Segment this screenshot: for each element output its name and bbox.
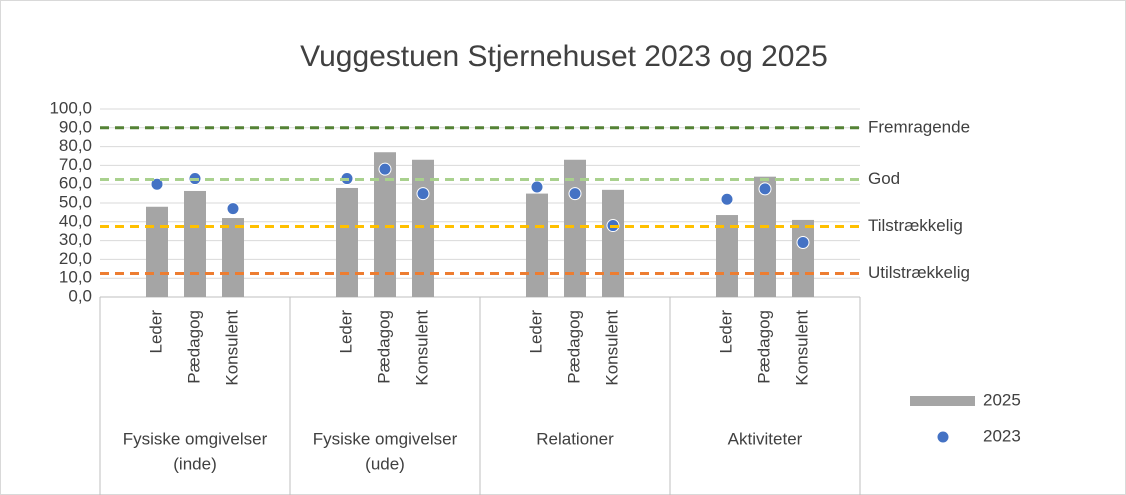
y-tick-label: 90,0 [59,117,92,136]
bar [754,176,776,297]
y-tick-label: 30,0 [59,230,92,249]
y-tick-label: 20,0 [59,249,92,268]
bar [602,189,624,297]
dot [378,162,392,176]
dot [568,187,582,201]
x-tick-label: Leder [526,310,545,354]
y-tick-label: 100,0 [49,98,92,117]
x-tick-label: Konsulent [792,310,811,386]
dot [226,202,240,216]
y-tick-label: 0,0 [68,286,92,305]
group-label: Fysiske omgivelser [123,429,268,448]
reference-label: Tilstrækkelig [868,216,963,235]
x-tick-label: Konsulent [602,310,621,386]
x-tick-label: Konsulent [222,310,241,386]
x-tick-label: Pædagog [184,310,203,384]
dot [416,187,430,201]
y-tick-label: 40,0 [59,211,92,230]
bar [792,219,814,297]
bar [146,206,168,297]
legend-swatch [936,430,950,444]
legend-swatch [910,396,975,406]
dot [758,182,772,196]
bar [374,152,396,297]
x-tick-label: Konsulent [412,310,431,386]
x-tick-label: Pædagog [754,310,773,384]
bar [526,193,548,297]
x-tick-label: Pædagog [374,310,393,384]
group-label: Aktiviteter [728,429,803,448]
dot [796,235,810,249]
y-tick-label: 80,0 [59,136,92,155]
group-label: Relationer [536,429,614,448]
y-tick-label: 70,0 [59,155,92,174]
legend-label: 2025 [983,390,1021,409]
group-label: (ude) [365,454,405,473]
reference-label: God [868,169,900,188]
legend-label: 2023 [983,426,1021,445]
group-label: (inde) [173,454,216,473]
reference-label: Fremragende [868,117,970,136]
reference-label: Utilstrækkelig [868,263,970,282]
chart-title: Vuggestuen Stjernehuset 2023 og 2025 [300,40,828,73]
x-tick-label: Leder [336,310,355,354]
x-tick-label: Pædagog [564,310,583,384]
group-label: Fysiske omgivelser [313,429,458,448]
y-tick-label: 60,0 [59,174,92,193]
dot [150,177,164,191]
x-tick-label: Leder [146,310,165,354]
x-tick-label: Leder [716,310,735,354]
bar [716,215,738,297]
bar [222,218,244,297]
y-tick-label: 10,0 [59,268,92,287]
dot [530,180,544,194]
dot [720,192,734,206]
bar [336,187,358,297]
y-tick-label: 50,0 [59,192,92,211]
bar [184,190,206,297]
